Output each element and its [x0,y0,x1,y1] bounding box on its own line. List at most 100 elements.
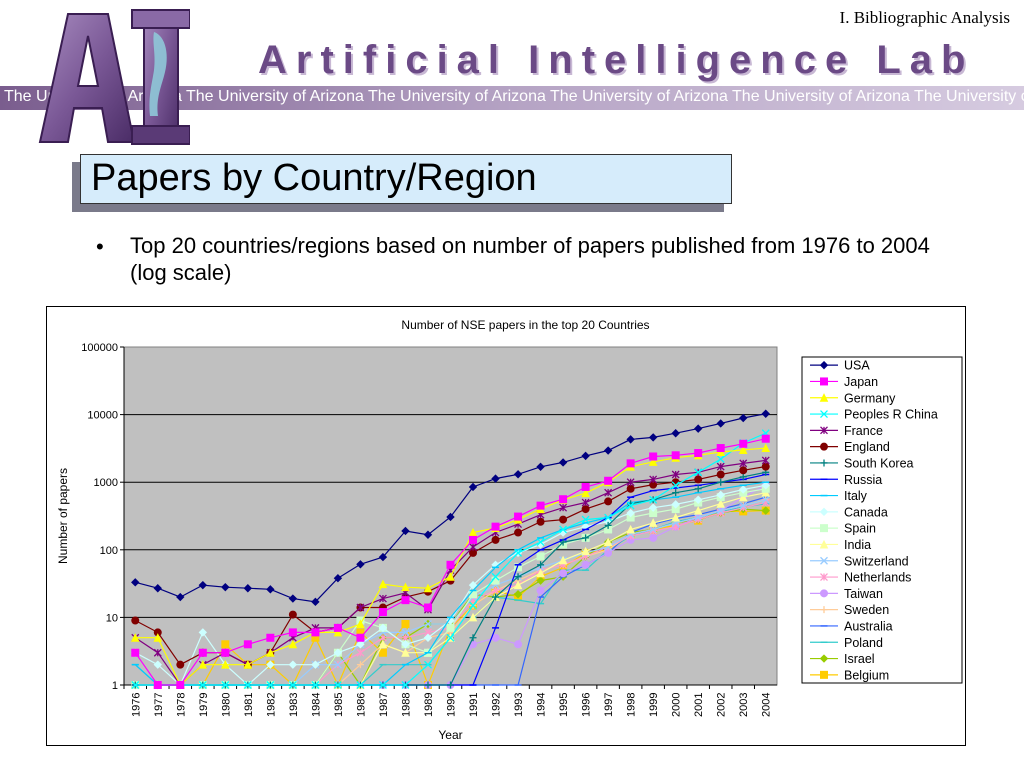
x-tick-label: 2001 [693,693,705,717]
data-point [716,419,725,428]
legend-marker [819,654,829,663]
data-point [537,561,545,569]
data-point [693,505,703,515]
data-point [446,623,455,632]
data-point [559,569,568,578]
data-point [469,535,478,544]
series-peoples-r-china [131,429,770,689]
data-point [514,528,523,537]
data-point [221,582,230,592]
x-tick-label: 1985 [333,693,345,717]
data-point [672,489,680,497]
legend-label: Poland [844,636,883,650]
data-point [739,439,748,448]
data-point [356,661,364,669]
legend-marker [820,442,828,451]
legend-label: Netherlands [844,571,911,585]
data-point [288,594,298,603]
data-point [243,640,252,649]
data-point [131,578,140,587]
data-point [559,515,568,524]
data-point [266,681,275,689]
data-point [333,681,342,689]
legend-marker [820,589,828,598]
legend-label: South Korea [844,456,914,470]
data-point [738,492,748,502]
data-point [378,552,388,562]
legend-marker [820,459,828,467]
x-tick-label: 2002 [716,693,728,717]
data-point [333,623,342,632]
legend-marker [820,573,828,582]
data-point [693,495,703,504]
legend-label: Sweden [844,603,889,617]
data-point [446,616,455,625]
legend-marker [820,556,828,565]
data-point [446,572,455,581]
legend-marker [820,606,828,614]
data-point [176,660,185,669]
data-point [514,563,523,572]
data-point [604,513,613,522]
data-point [671,451,680,460]
data-point [266,633,275,642]
data-point [131,681,140,689]
x-tick-label: 1993 [513,693,525,717]
data-point [468,580,478,590]
legend-marker [819,539,829,549]
legend-marker [820,670,828,679]
data-point [626,501,635,510]
data-point [693,424,703,433]
x-tick-label: 1987 [378,693,390,717]
data-point [401,628,410,637]
data-point [649,495,658,504]
data-point [468,612,478,622]
data-point [514,512,523,521]
data-point [559,525,568,534]
data-point [153,660,162,669]
x-tick-label: 1982 [265,693,277,717]
data-point [311,681,320,689]
data-point [514,573,522,581]
y-tick-label: 10000 [87,410,118,422]
x-tick-label: 1999 [648,693,660,717]
data-point [671,470,680,479]
data-point [469,634,477,642]
data-point [198,660,208,669]
data-point [716,499,726,508]
data-point [221,681,230,689]
data-point [446,633,455,642]
legend-label: India [844,538,871,552]
chart-frame: Number of NSE papers in the top 20 Count… [46,306,966,746]
x-tick-label: 1998 [626,693,638,717]
data-point [266,585,275,594]
data-point [423,530,433,539]
data-point [536,501,545,510]
x-tick-label: 1992 [491,693,503,717]
legend-marker [819,507,829,517]
data-point [447,681,454,689]
x-tick-label: 1995 [558,693,570,717]
data-point [243,660,253,669]
x-tick-label: 1990 [446,693,458,717]
data-point [648,457,658,466]
data-point [536,586,545,595]
data-point [761,481,770,490]
data-point [288,628,297,637]
data-point [626,508,635,518]
data-point [761,506,770,515]
data-point [559,495,568,504]
legend-label: Peoples R China [844,408,938,422]
data-point [469,543,477,551]
logo-letter-i-bottom [131,125,190,145]
data-point [401,640,410,649]
y-tick-label: 100 [100,545,118,557]
data-point [469,601,477,610]
data-point [153,648,162,657]
data-point [401,681,410,689]
data-point [716,490,725,500]
data-point [356,648,365,657]
data-point [582,534,590,542]
data-point [716,444,725,453]
data-point [131,616,140,625]
